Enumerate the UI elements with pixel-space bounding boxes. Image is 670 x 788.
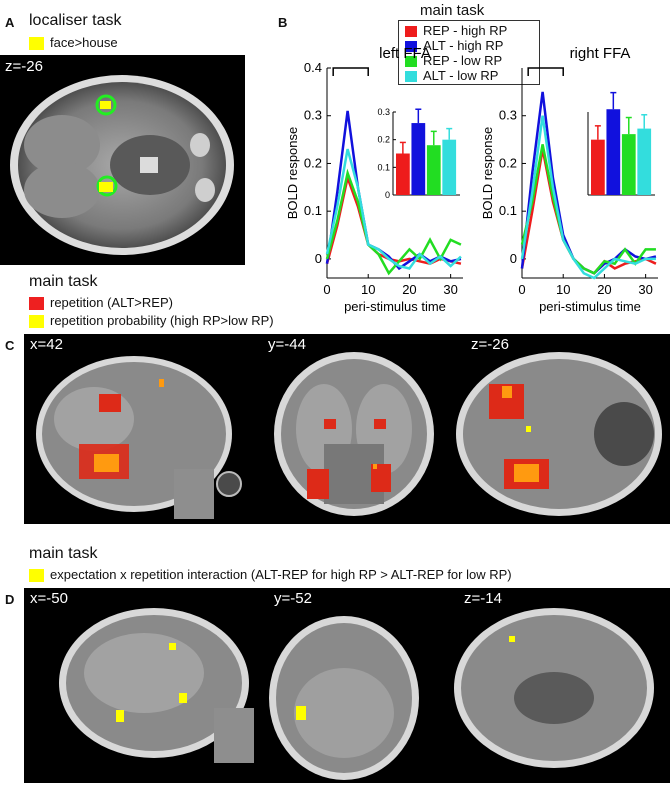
inset-bar	[591, 139, 605, 195]
slice-coordinate: z=-26	[5, 58, 43, 75]
y-tick-label: 0.3	[304, 108, 322, 123]
y-tick-label: 0	[510, 251, 517, 266]
y-tick-label: 0.1	[304, 203, 322, 218]
x-tick-label: 0	[323, 282, 330, 297]
time-window-bracket	[332, 67, 369, 76]
time-window-bracket	[527, 67, 564, 76]
panel-d-slices	[59, 608, 654, 780]
inset-bar	[606, 109, 621, 195]
panel-a-title: localiser task	[29, 12, 122, 29]
legend-item-rep-low: REP - low RP	[405, 53, 502, 68]
x-axis-label: peri-stimulus time	[539, 299, 641, 314]
series-line	[325, 168, 462, 276]
chart-title: right FFA	[570, 45, 631, 62]
axial-brain-image-localiser: z=-26	[0, 55, 245, 265]
legend-item-rep-high: REP - high RP	[405, 23, 507, 38]
panel-c-letter: C	[5, 338, 15, 353]
y-tick-label: 0.2	[499, 155, 517, 170]
x-tick-label: 20	[597, 282, 611, 297]
legend-item-alt-low: ALT - low RP	[405, 68, 498, 83]
y-tick-label: 0.4	[304, 60, 322, 75]
x-tick-label: 30	[638, 282, 652, 297]
slice-coordinate: x=-50	[30, 590, 68, 607]
x-tick-label: 20	[402, 282, 416, 297]
slice-coordinate: z=-14	[464, 590, 502, 607]
inset-y-tick-label: 0.3	[377, 107, 390, 117]
slice-coordinate: x=42	[30, 336, 63, 353]
series-line	[325, 148, 462, 270]
legend-label: face>house	[50, 35, 118, 50]
y-tick-label: 0.3	[499, 108, 517, 123]
inset-y-tick-label: 0.1	[377, 162, 390, 172]
series-line	[520, 144, 656, 275]
inset-bar	[426, 145, 441, 195]
panel-b-legend-title: main task	[420, 2, 485, 19]
x-tick-label: 10	[556, 282, 570, 297]
x-tick-label: 30	[443, 282, 457, 297]
inset-bar	[442, 139, 457, 195]
legend-swatch	[29, 37, 44, 51]
panel-d-legend-item-interaction: expectation x repetition interaction (AL…	[29, 567, 512, 583]
slice-coordinate: y=-52	[274, 590, 312, 607]
inset-bar	[621, 134, 636, 195]
chart-title: left FFA	[379, 45, 431, 62]
panel-c-brain-strip: x=42 y=-44 z=-26	[24, 334, 670, 524]
panel-c-legend-item-probability: repetition probability (high RP>low RP)	[29, 313, 274, 329]
right-ffa-chart: right FFA 0 0.1 0.2 0.3 0 10 20 30 peri-stimulus …	[480, 45, 658, 314]
y-tick-label: 0	[315, 251, 322, 266]
panel-c-slices	[36, 352, 662, 519]
inset-y-tick-label: 0.2	[377, 135, 390, 145]
inset-bar	[411, 123, 426, 195]
inset-bar	[396, 153, 410, 195]
y-axis-label: BOLD response	[285, 127, 300, 220]
panel-a-legend-item: face>house	[29, 35, 118, 51]
slice-coordinate: y=-44	[268, 336, 306, 353]
y-axis-label: BOLD response	[480, 127, 495, 220]
panel-d-letter: D	[5, 592, 15, 607]
panel-c-legend-item-repetition: repetition (ALT>REP)	[29, 295, 173, 311]
inset-y-tick-label: 0	[385, 190, 390, 200]
panel-b-letter: B	[278, 15, 288, 30]
left-ffa-chart: left FFA 0 0.1 0.2 0.3 0.4 0 10 20 30 peri-stimulu…	[285, 45, 463, 314]
y-tick-label: 0.1	[499, 203, 517, 218]
panel-a-letter: A	[5, 15, 15, 30]
panel-d-brain-strip: x=-50 y=-52 z=-14	[24, 588, 670, 783]
y-tick-label: 0.2	[304, 155, 322, 170]
panel-b-legend: REP - high RP ALT - high RP REP - low RP…	[398, 20, 540, 85]
series-line	[325, 173, 462, 265]
inset-bar	[637, 128, 652, 195]
x-tick-label: 10	[361, 282, 375, 297]
panel-c-title: main task	[29, 273, 98, 290]
panel-d-title: main task	[29, 545, 98, 562]
x-tick-label: 0	[518, 282, 525, 297]
axial-slice-graphic	[10, 75, 234, 255]
legend-item-alt-high: ALT - high RP	[405, 38, 503, 53]
x-axis-label: peri-stimulus time	[344, 299, 446, 314]
slice-coordinate: z=-26	[471, 336, 509, 353]
series-line	[520, 115, 656, 280]
